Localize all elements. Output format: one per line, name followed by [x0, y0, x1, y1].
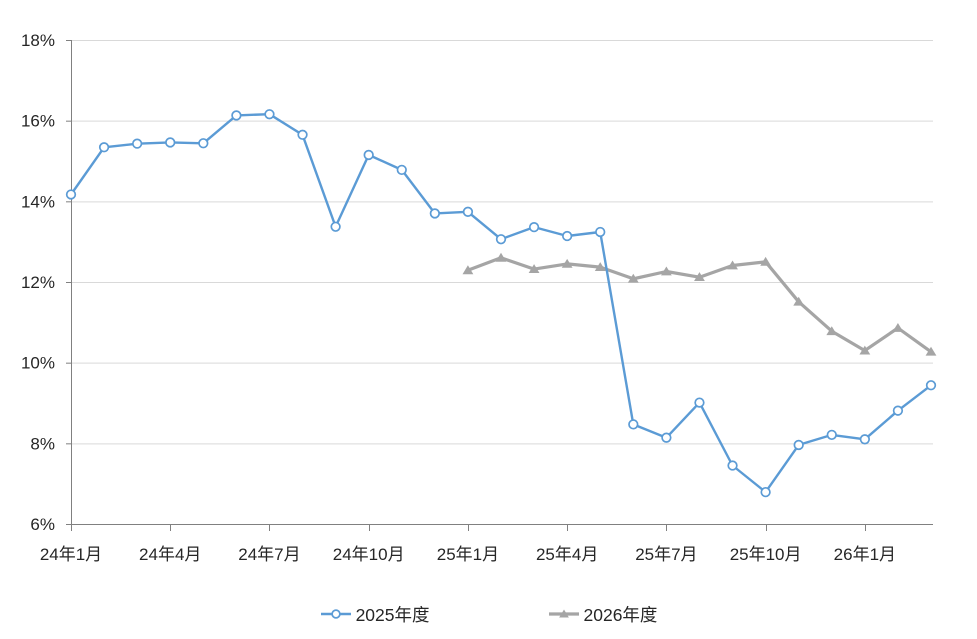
- data-point-triangle-marker: [561, 258, 573, 268]
- data-point-triangle-marker: [925, 346, 937, 356]
- data-point-circle-marker: [628, 419, 639, 430]
- series-2026年度: [462, 252, 937, 356]
- legend-label-2025: 2025年度: [355, 604, 430, 625]
- data-point-circle-marker: [363, 149, 374, 161]
- legend-item-2025: 2025年度: [320, 602, 430, 627]
- data-point-circle-marker: [595, 226, 606, 238]
- y-tick-labels: 18% 16% 14% 12% 10% 8% 6%: [21, 31, 55, 534]
- data-point-circle-marker: [264, 109, 275, 120]
- data-point-circle-marker: [793, 439, 804, 451]
- data-point-triangle-marker: [892, 322, 904, 332]
- data-point-triangle-marker: [694, 272, 705, 282]
- data-point-circle-marker: [98, 142, 110, 153]
- y-tick-label: 18%: [21, 31, 55, 50]
- data-point-triangle-marker: [495, 252, 507, 262]
- data-point-circle-marker: [132, 138, 143, 149]
- y-tick-label: 14%: [21, 192, 55, 211]
- x-tick-label: 25年4月: [536, 545, 598, 564]
- data-point-triangle-marker: [793, 296, 805, 306]
- gridlines: [71, 40, 933, 445]
- x-tick-label: 24年10月: [333, 545, 405, 564]
- y-axis: [66, 40, 72, 527]
- data-point-triangle-marker: [859, 345, 871, 355]
- data-point-circle-marker: [826, 429, 837, 441]
- data-point-circle-marker: [429, 208, 440, 219]
- data-point-triangle-marker: [727, 260, 738, 270]
- y-tick-label: 12%: [21, 273, 55, 292]
- data-point-triangle-marker: [760, 256, 772, 266]
- legend-item-2026: 2026年度: [548, 602, 658, 627]
- x-tick-label: 25年7月: [635, 545, 697, 564]
- data-point-circle-marker: [198, 138, 209, 149]
- data-point-circle-marker: [165, 137, 176, 148]
- chart-legend: 2025年度 2026年度: [0, 597, 977, 631]
- x-tick-label: 25年1月: [437, 545, 499, 564]
- legend-label-2026: 2026年度: [583, 604, 658, 625]
- data-point-triangle-marker: [826, 326, 838, 336]
- data-point-circle-marker: [231, 110, 242, 121]
- data-point-triangle-marker: [558, 609, 569, 618]
- data-point-circle-marker: [727, 460, 738, 471]
- data-point-circle-marker: [297, 129, 308, 140]
- data-point-circle-marker: [661, 432, 672, 443]
- legend-triangle-marker-icon: [548, 609, 579, 618]
- data-point-circle-marker: [892, 405, 904, 416]
- data-point-circle-marker: [330, 609, 341, 619]
- data-point-triangle-marker: [528, 264, 540, 273]
- legend-circle-marker-icon: [320, 609, 351, 619]
- data-point-triangle-marker: [660, 266, 672, 276]
- data-point-circle-marker: [562, 230, 573, 242]
- data-point-triangle-marker: [627, 273, 639, 283]
- data-point-circle-marker: [462, 206, 474, 217]
- data-point-triangle-marker: [594, 262, 606, 271]
- x-tick-label: 25年10月: [730, 545, 802, 564]
- series-2025年度: [65, 109, 937, 498]
- data-point-circle-marker: [925, 380, 937, 391]
- data-point-circle-marker: [859, 434, 870, 445]
- y-tick-label: 6%: [30, 515, 55, 534]
- x-axis: [71, 524, 933, 531]
- x-tick-label: 24年1月: [40, 545, 102, 564]
- plot-area: 18% 16% 14% 12% 10% 8% 6% 24年1月 24年4月 24年7月 24年10月…: [21, 31, 937, 564]
- x-tick-label: 26年1月: [834, 545, 896, 564]
- x-tick-label: 24年4月: [139, 545, 201, 564]
- data-point-circle-marker: [495, 234, 507, 245]
- data-point-triangle-marker: [462, 265, 474, 275]
- x-tick-labels: 24年1月 24年4月 24年7月 24年10月 25年1月 25年4月 25年7月 25年1…: [40, 545, 896, 564]
- x-tick-label: 24年7月: [238, 545, 300, 564]
- data-point-circle-marker: [65, 189, 77, 200]
- data-point-circle-marker: [396, 164, 407, 176]
- y-tick-label: 8%: [30, 434, 55, 453]
- y-tick-label: 16%: [21, 112, 55, 131]
- data-point-circle-marker: [760, 486, 771, 498]
- data-point-circle-marker: [694, 397, 705, 408]
- data-point-circle-marker: [330, 221, 341, 232]
- data-point-circle-marker: [528, 221, 540, 233]
- y-tick-label: 10%: [21, 354, 55, 373]
